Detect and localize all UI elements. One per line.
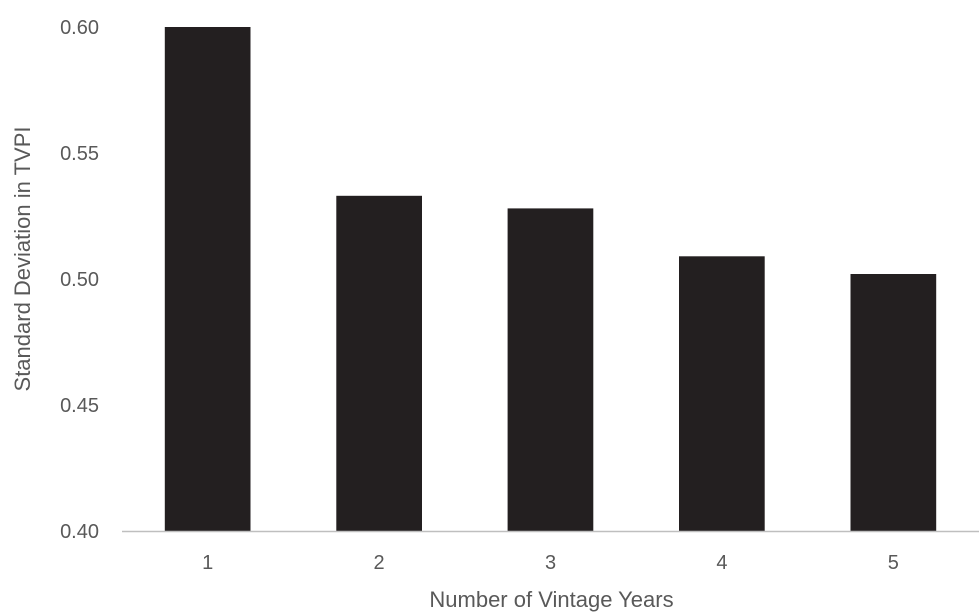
bars-group	[164, 27, 937, 532]
y-axis-title: Standard Deviation in TVPI	[10, 127, 35, 392]
x-tick-label: 3	[545, 552, 556, 574]
y-tick-labels: 0.40 0.45 0.50 0.55 0.60	[60, 17, 99, 543]
x-tick-label: 5	[888, 552, 899, 574]
bar-5	[850, 274, 937, 531]
y-tick-label: 0.40	[60, 521, 99, 543]
y-tick-label: 0.60	[60, 17, 99, 39]
bar-4	[679, 256, 765, 531]
bar-1	[164, 27, 251, 531]
bar-2	[336, 195, 422, 532]
y-tick-label: 0.45	[60, 395, 99, 417]
x-tick-labels: 1 2 3 4 5	[202, 552, 899, 574]
y-tick-label: 0.55	[60, 143, 99, 165]
y-tick-label: 0.50	[60, 269, 99, 291]
bar-3	[507, 208, 594, 531]
x-axis-title: Number of Vintage Years	[429, 587, 673, 612]
x-tick-label: 1	[202, 552, 213, 574]
x-tick-label: 4	[716, 552, 727, 574]
x-tick-label: 2	[374, 552, 385, 574]
